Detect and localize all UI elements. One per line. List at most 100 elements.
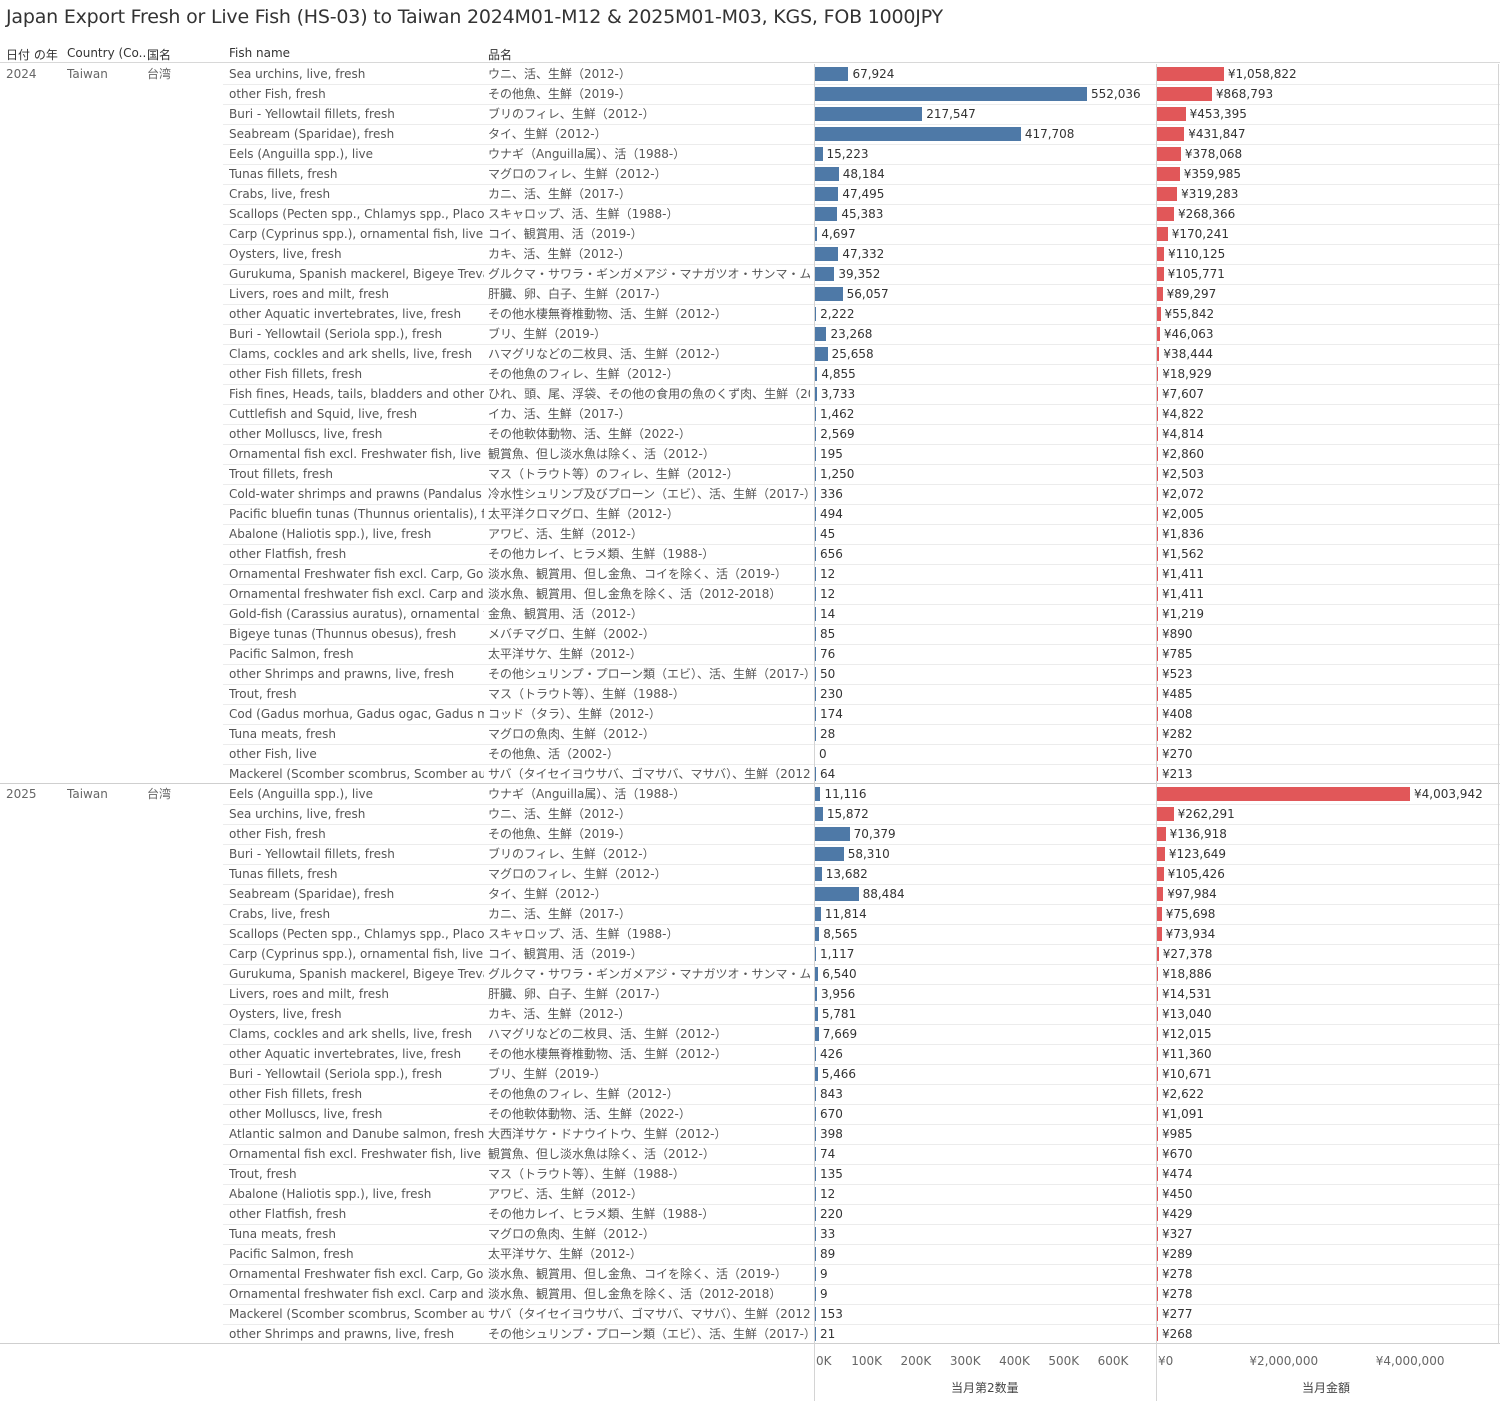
quantity-bar[interactable] bbox=[815, 487, 816, 501]
value-bar[interactable] bbox=[1157, 1207, 1158, 1221]
value-bar[interactable] bbox=[1157, 1007, 1158, 1021]
quantity-bar[interactable] bbox=[815, 787, 821, 801]
quantity-bar[interactable] bbox=[815, 727, 816, 741]
quantity-bar[interactable] bbox=[815, 1027, 819, 1041]
quantity-bar[interactable] bbox=[815, 447, 816, 461]
value-bar[interactable] bbox=[1157, 747, 1158, 761]
quantity-bar[interactable] bbox=[815, 247, 839, 261]
quantity-bar[interactable] bbox=[815, 387, 817, 401]
value-bar[interactable] bbox=[1157, 227, 1168, 241]
quantity-bar[interactable] bbox=[815, 1107, 816, 1121]
quantity-bar[interactable] bbox=[815, 287, 843, 301]
quantity-bar[interactable] bbox=[815, 307, 817, 321]
quantity-bar[interactable] bbox=[815, 1207, 816, 1221]
value-bar[interactable] bbox=[1157, 987, 1158, 1001]
quantity-bar[interactable] bbox=[815, 187, 839, 201]
quantity-bar[interactable] bbox=[815, 1007, 818, 1021]
quantity-bar[interactable] bbox=[815, 1187, 816, 1201]
value-bar[interactable] bbox=[1157, 1127, 1158, 1141]
value-bar[interactable] bbox=[1157, 1107, 1158, 1121]
value-bar[interactable] bbox=[1157, 207, 1174, 221]
value-bar[interactable] bbox=[1157, 1227, 1158, 1241]
value-bar[interactable] bbox=[1157, 1327, 1158, 1341]
value-bar[interactable] bbox=[1157, 307, 1161, 321]
quantity-bar[interactable] bbox=[815, 107, 923, 121]
value-bar[interactable] bbox=[1157, 607, 1158, 621]
quantity-bar[interactable] bbox=[815, 1087, 816, 1101]
value-bar[interactable] bbox=[1157, 67, 1224, 81]
header-fish-name[interactable]: Fish name bbox=[229, 46, 291, 60]
value-bar[interactable] bbox=[1157, 1067, 1158, 1081]
value-bar[interactable] bbox=[1157, 847, 1165, 861]
quantity-bar[interactable] bbox=[815, 127, 1021, 141]
quantity-bar[interactable] bbox=[815, 987, 817, 1001]
value-bar[interactable] bbox=[1157, 647, 1158, 661]
quantity-bar[interactable] bbox=[815, 1167, 816, 1181]
value-bar[interactable] bbox=[1157, 487, 1158, 501]
value-bar[interactable] bbox=[1157, 87, 1212, 101]
value-bar[interactable] bbox=[1157, 1047, 1158, 1061]
quantity-bar[interactable] bbox=[815, 687, 816, 701]
header-country-jp[interactable]: 国名 bbox=[147, 48, 172, 62]
value-bar[interactable] bbox=[1157, 427, 1158, 441]
value-bar[interactable] bbox=[1157, 707, 1158, 721]
quantity-bar[interactable] bbox=[815, 647, 816, 661]
quantity-bar[interactable] bbox=[815, 1147, 816, 1161]
value-bar[interactable] bbox=[1157, 1147, 1158, 1161]
quantity-bar[interactable] bbox=[815, 587, 816, 601]
quantity-bar[interactable] bbox=[815, 527, 816, 541]
header-fish-name-jp[interactable]: 品名 bbox=[488, 48, 513, 62]
value-bar[interactable] bbox=[1157, 527, 1158, 541]
header-country[interactable]: Country (Co.. bbox=[67, 46, 147, 60]
quantity-bar[interactable] bbox=[815, 607, 816, 621]
value-bar[interactable] bbox=[1157, 887, 1164, 901]
value-bar[interactable] bbox=[1157, 547, 1158, 561]
quantity-bar[interactable] bbox=[815, 807, 823, 821]
value-bar[interactable] bbox=[1157, 807, 1174, 821]
quantity-bar[interactable] bbox=[815, 507, 816, 521]
value-bar[interactable] bbox=[1157, 347, 1160, 361]
quantity-bar[interactable] bbox=[815, 227, 818, 241]
value-bar[interactable] bbox=[1157, 567, 1158, 581]
value-bar[interactable] bbox=[1157, 247, 1164, 261]
quantity-bar[interactable] bbox=[815, 147, 823, 161]
value-bar[interactable] bbox=[1157, 407, 1158, 421]
value-bar[interactable] bbox=[1157, 1087, 1158, 1101]
quantity-bar[interactable] bbox=[815, 947, 816, 961]
quantity-bar[interactable] bbox=[815, 1247, 816, 1261]
value-bar[interactable] bbox=[1157, 967, 1159, 981]
quantity-bar[interactable] bbox=[815, 1267, 816, 1281]
header-year[interactable]: 日付 の年 bbox=[6, 48, 58, 62]
value-bar[interactable] bbox=[1157, 667, 1158, 681]
value-bar[interactable] bbox=[1157, 187, 1178, 201]
quantity-bar[interactable] bbox=[815, 367, 818, 381]
quantity-bar[interactable] bbox=[815, 327, 827, 341]
value-bar[interactable] bbox=[1157, 447, 1158, 461]
quantity-bar[interactable] bbox=[815, 207, 838, 221]
quantity-bar[interactable] bbox=[815, 1287, 816, 1301]
value-bar[interactable] bbox=[1157, 1267, 1158, 1281]
quantity-bar[interactable] bbox=[815, 707, 816, 721]
quantity-bar[interactable] bbox=[815, 887, 859, 901]
quantity-bar[interactable] bbox=[815, 1067, 818, 1081]
quantity-bar[interactable] bbox=[815, 907, 821, 921]
value-bar[interactable] bbox=[1157, 1247, 1158, 1261]
value-bar[interactable] bbox=[1157, 787, 1410, 801]
quantity-bar[interactable] bbox=[815, 1127, 816, 1141]
quantity-bar[interactable] bbox=[815, 847, 844, 861]
value-bar[interactable] bbox=[1157, 907, 1162, 921]
value-bar[interactable] bbox=[1157, 1167, 1158, 1181]
value-bar[interactable] bbox=[1157, 387, 1158, 401]
quantity-bar[interactable] bbox=[815, 267, 835, 281]
quantity-bar[interactable] bbox=[815, 167, 839, 181]
value-bar[interactable] bbox=[1157, 627, 1158, 641]
value-bar[interactable] bbox=[1157, 1307, 1158, 1321]
value-bar[interactable] bbox=[1157, 687, 1158, 701]
quantity-bar[interactable] bbox=[815, 967, 819, 981]
value-bar[interactable] bbox=[1157, 267, 1164, 281]
quantity-bar[interactable] bbox=[815, 567, 816, 581]
value-bar[interactable] bbox=[1157, 467, 1158, 481]
quantity-bar[interactable] bbox=[815, 347, 828, 361]
quantity-bar[interactable] bbox=[815, 927, 820, 941]
value-bar[interactable] bbox=[1157, 127, 1185, 141]
